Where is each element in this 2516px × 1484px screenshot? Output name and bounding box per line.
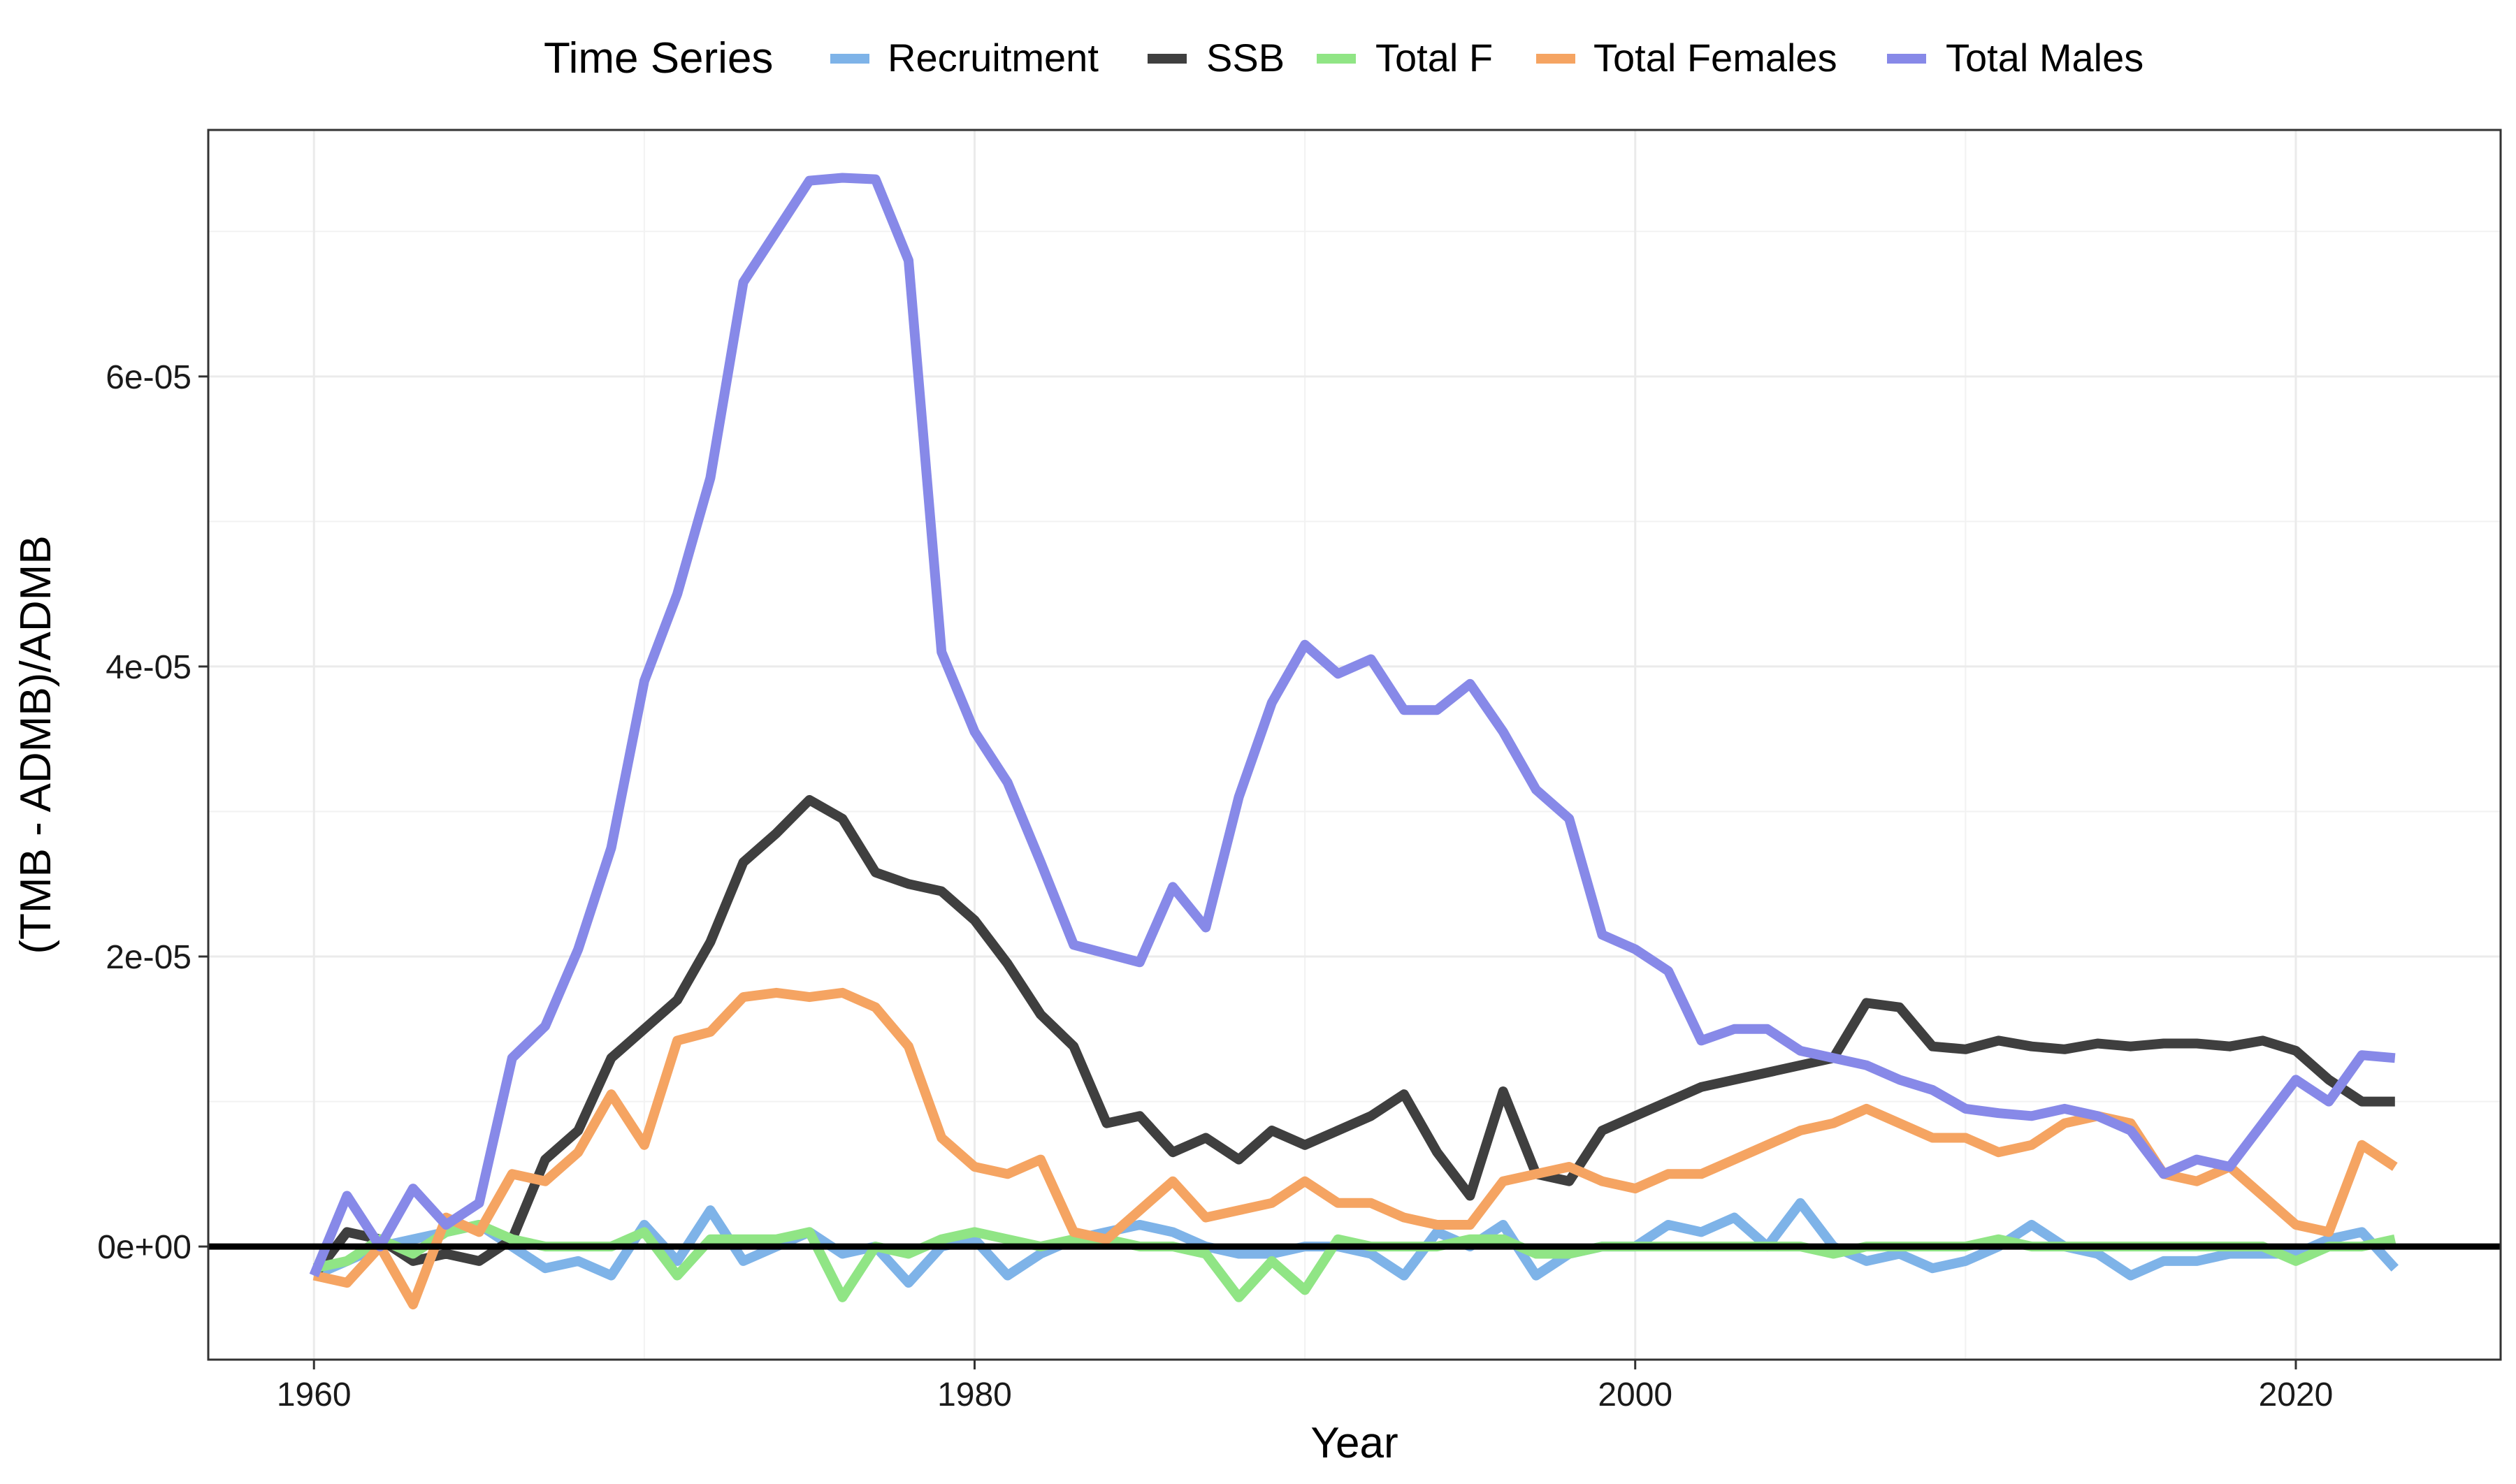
legend: Time Series Recruitment SSB Total F Total F… [544,34,2143,82]
series-line-total-females [312,987,2398,1310]
x-tick-label: 1980 [937,1376,1012,1413]
legend-label-ssb: SSB [1206,36,1285,80]
legend-label-total-f: Total F [1375,36,1493,80]
legend-label-total-males: Total Males [1946,36,2143,80]
x-tick-label: 2020 [2259,1376,2334,1413]
series-line-recruitment [312,1198,2399,1288]
panel-border [207,129,2502,1361]
y-tick-label: 6e-05 [106,359,191,396]
plot-area: 1960 1980 2000 2020 0e+00 2e-05 4e-05 6e-05 [97,129,2502,1413]
x-axis-title: Year [1310,1419,1398,1467]
y-tick-label: 0e+00 [97,1229,191,1266]
x-tick-label: 2000 [1598,1376,1672,1413]
legend-label-recruitment: Recruitment [888,36,1099,80]
y-tick-label: 4e-05 [106,649,191,686]
legend-title: Time Series [544,34,773,82]
y-axis-title: (TMB - ADMB)/ADMB [12,535,60,954]
series-line-total-males [309,173,2396,1278]
legend-label-total-females: Total Females [1593,36,1837,80]
series-line-ssb [310,794,2395,1279]
x-tick-label: 1960 [277,1376,352,1413]
y-tick-label: 2e-05 [106,939,191,976]
panel-background [208,130,2501,1360]
